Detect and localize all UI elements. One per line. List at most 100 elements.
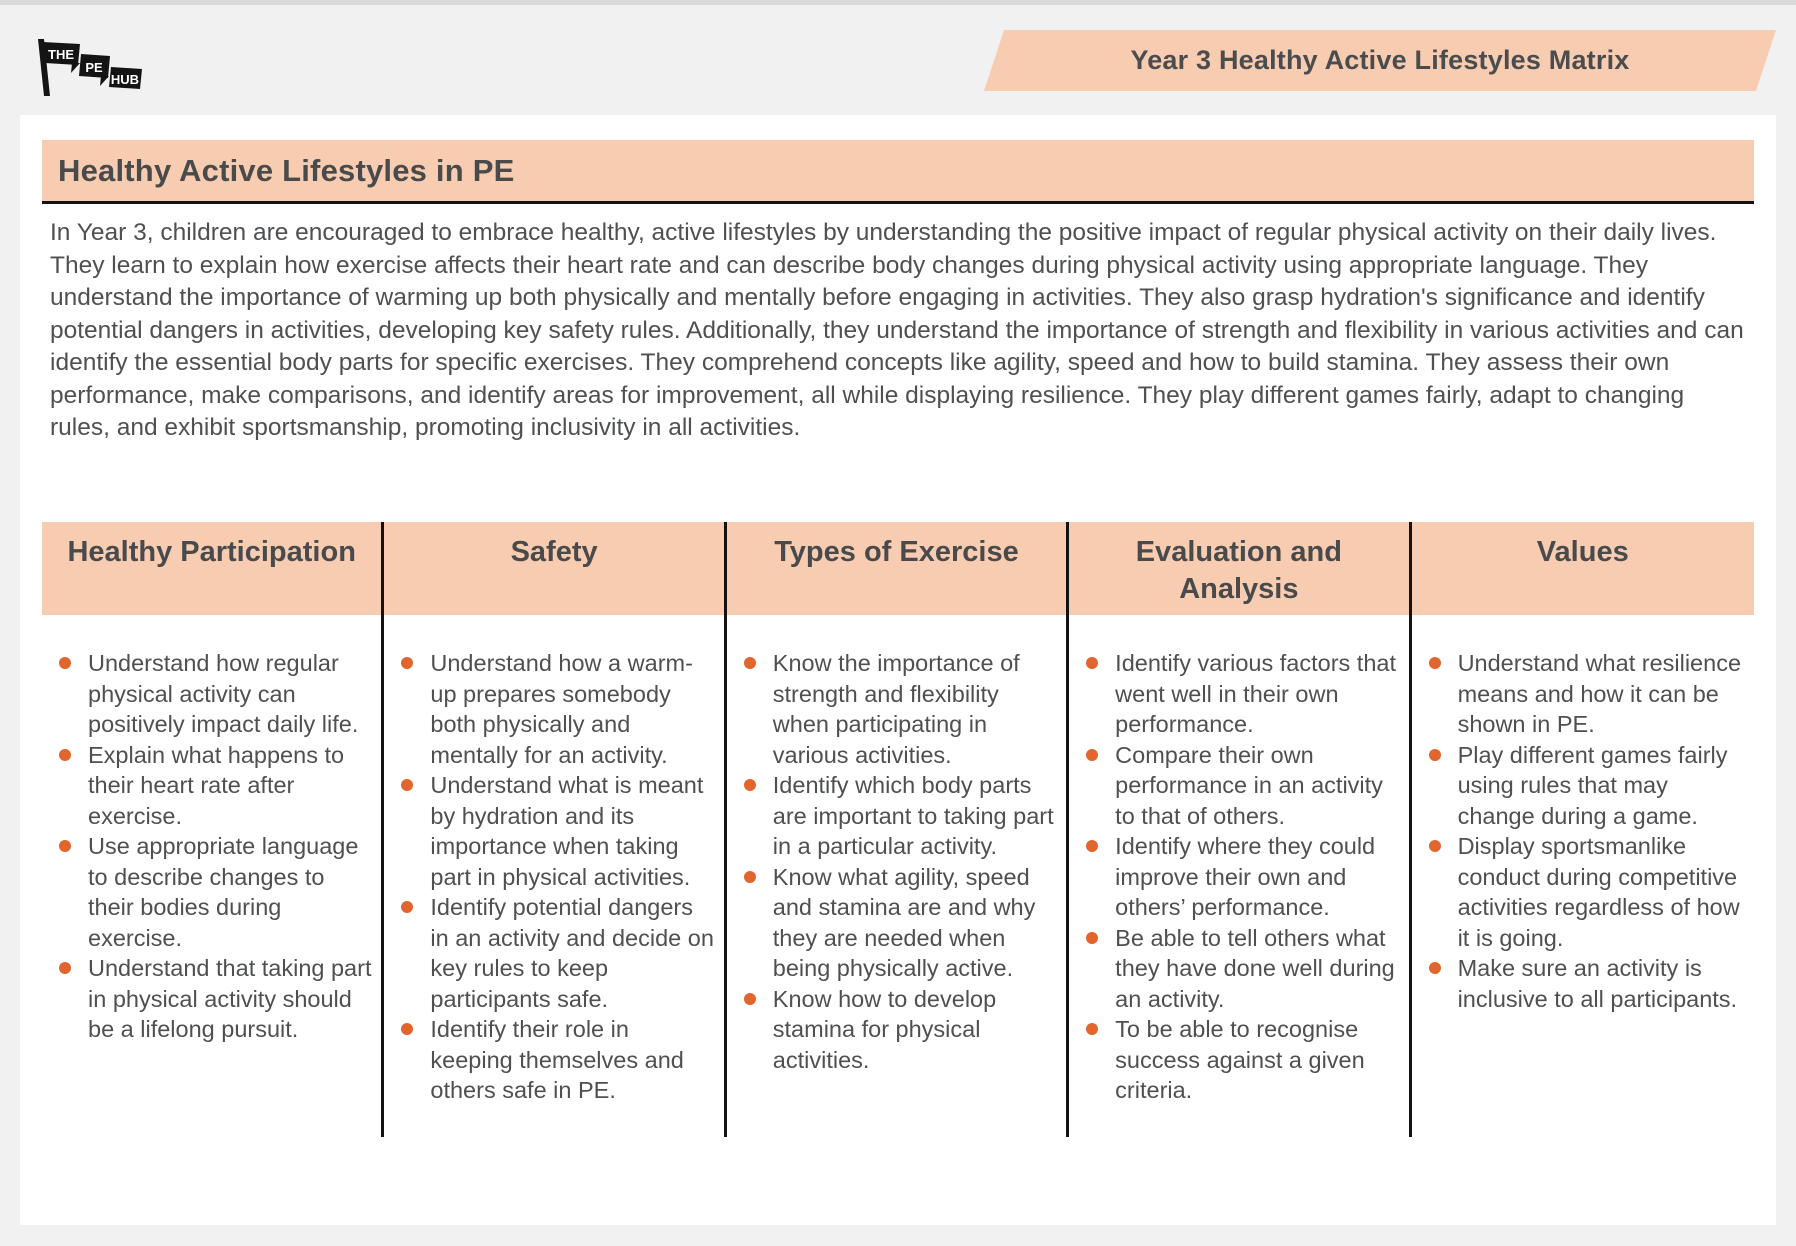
bullet-icon	[401, 1023, 414, 1035]
matrix-column-types-of-exercise: Types of Exercise Know the importance of…	[726, 522, 1070, 1137]
card-title-bar: Healthy Active Lifestyles in PE	[42, 140, 1754, 204]
bullet-icon	[743, 657, 756, 669]
list-item-text: Identify which body parts are important …	[772, 772, 1054, 859]
list-item-text: Understand how regular physical activity…	[88, 650, 359, 737]
list-item-text: Use appropriate language to describe cha…	[88, 833, 359, 951]
list-item: Identify their role in keeping themselve…	[396, 1014, 715, 1106]
list-item-text: Know how to develop stamina for physical…	[772, 985, 997, 1073]
logo-text-hub: HUB	[111, 72, 139, 87]
bullet-icon	[401, 901, 414, 913]
bullet-list: Understand what resilience means and how…	[1424, 648, 1746, 1014]
list-item: Understand how a warm-up prepares somebo…	[396, 648, 715, 770]
list-item: Make sure an activity is inclusive to al…	[1424, 953, 1746, 1014]
bullet-icon	[1428, 962, 1441, 974]
matrix-column-safety: Safety Understand how a warm-up prepares…	[384, 522, 727, 1137]
logo-flag-the	[43, 42, 80, 65]
list-item-text: Understand what is meant by hydration an…	[430, 772, 704, 890]
list-item: Know how to develop stamina for physical…	[739, 984, 1058, 1076]
logo-flagpole	[38, 39, 50, 96]
matrix-column-body: Identify various factors that went well …	[1069, 615, 1408, 1106]
intro-paragraph: In Year 3, children are encouraged to em…	[50, 219, 1744, 441]
list-item: Understand what resilience means and how…	[1424, 648, 1746, 740]
matrix-column-header: Values	[1411, 522, 1754, 615]
list-item-text: Understand how a warm-up prepares somebo…	[430, 650, 693, 768]
bullet-icon	[59, 748, 71, 761]
column-header-label: Safety	[510, 536, 598, 568]
list-item: To be able to recognise success against …	[1081, 1014, 1400, 1106]
matrix-column-header: Evaluation and Analysis	[1069, 522, 1409, 615]
list-item: Be able to tell others what they have do…	[1081, 923, 1400, 1015]
list-item: Identify various factors that went well …	[1081, 648, 1400, 740]
list-item: Play different games fairly using rules …	[1424, 740, 1746, 832]
list-item: Display sportsmanlike conduct during com…	[1424, 831, 1746, 953]
matrix-column-header: Healthy Participation	[42, 522, 382, 615]
column-header-label: Types of Exercise	[774, 536, 1019, 568]
list-item: Understand what is meant by hydration an…	[396, 770, 715, 892]
list-item: Know the importance of strength and flex…	[739, 648, 1058, 770]
list-item-text: Understand what resilience means and how…	[1457, 650, 1742, 737]
logo-text-pe: PE	[85, 60, 103, 75]
list-item-text: Know the importance of strength and flex…	[772, 650, 1020, 768]
list-item-text: Be able to tell others what they have do…	[1115, 924, 1395, 1012]
matrix-column-body: Understand how a warm-up prepares somebo…	[384, 615, 723, 1106]
bullet-icon	[743, 779, 756, 791]
list-item-text: Explain what happens to their heart rate…	[88, 741, 345, 829]
column-header-label: Evaluation and Analysis	[1135, 536, 1342, 605]
matrix-column-body: Understand what resilience means and how…	[1412, 615, 1754, 1014]
list-item: Identify potential dangers in an activit…	[396, 892, 715, 1014]
list-item-text: Play different games fairly using rules …	[1457, 741, 1728, 829]
matrix-column-header: Safety	[384, 522, 724, 615]
logo-flag-pe	[79, 54, 110, 78]
banner-title: Year 3 Healthy Active Lifestyles Matrix	[1130, 45, 1630, 75]
list-item-text: To be able to recognise success against …	[1115, 1016, 1365, 1103]
list-item-text: Identify their role in keeping themselve…	[430, 1016, 684, 1103]
list-item-text: Display sportsmanlike conduct during com…	[1457, 833, 1740, 951]
document-banner: Year 3 Healthy Active Lifestyles Matrix	[984, 30, 1776, 91]
bullet-list: Know the importance of strength and flex…	[739, 648, 1058, 1075]
list-item: Understand that taking part in physical …	[54, 953, 373, 1045]
bullet-icon	[1428, 840, 1441, 852]
bullet-icon	[1428, 748, 1441, 761]
list-item: Identify which body parts are important …	[739, 770, 1058, 862]
matrix-column-body: Know the importance of strength and flex…	[727, 615, 1066, 1075]
bullet-icon	[1086, 1023, 1099, 1035]
bullet-icon	[59, 657, 71, 669]
column-header-label: Values	[1536, 536, 1629, 568]
bullet-icon	[1086, 840, 1099, 852]
list-item: Compare their own performance in an acti…	[1081, 740, 1400, 832]
column-header-label: Healthy Participation	[67, 536, 356, 568]
bullet-list: Identify various factors that went well …	[1081, 648, 1400, 1106]
bullet-icon	[743, 992, 756, 1005]
matrix-column-evaluation-and-analysis: Evaluation and Analysis Identify various…	[1069, 522, 1412, 1137]
bullet-icon	[401, 657, 414, 669]
top-edge-strip	[0, 0, 1796, 5]
bullet-icon	[401, 779, 414, 791]
bullet-icon	[1086, 931, 1099, 944]
document-card: Healthy Active Lifestyles in PE In Year …	[20, 115, 1776, 1225]
bullet-icon	[1086, 748, 1099, 761]
bullet-list: Understand how a warm-up prepares somebo…	[396, 648, 715, 1106]
bullet-icon	[1086, 657, 1099, 669]
page-title: Healthy Active Lifestyles in PE	[58, 152, 515, 188]
matrix-table: Healthy Participation Understand how reg…	[42, 522, 1754, 1137]
list-item: Understand how regular physical activity…	[54, 648, 373, 740]
matrix-column-values: Values Understand what resilience means …	[1411, 522, 1754, 1137]
matrix-column-healthy-participation: Healthy Participation Understand how reg…	[42, 522, 385, 1137]
logo-flag-hub	[109, 67, 142, 89]
list-item-text: Make sure an activity is inclusive to al…	[1457, 955, 1738, 1012]
list-item-text: Compare their own performance in an acti…	[1115, 741, 1383, 829]
logo-flag-the-tail	[71, 63, 80, 73]
list-item: Explain what happens to their heart rate…	[54, 740, 373, 832]
list-item-text: Understand that taking part in physical …	[88, 955, 372, 1042]
list-item-text: Identify various factors that went well …	[1115, 650, 1397, 737]
logo-text-the: THE	[48, 47, 74, 62]
list-item-text: Identify potential dangers in an activit…	[430, 894, 714, 1012]
list-item: Identify where they could improve their …	[1081, 831, 1400, 923]
pe-hub-logo-graphic: THE PE HUB	[38, 39, 142, 96]
matrix-column-body: Understand how regular physical activity…	[42, 615, 381, 1045]
bullet-icon	[59, 962, 71, 974]
list-item-text: Know what agility, speed and stamina are…	[772, 863, 1036, 982]
pe-hub-logo: THE PE HUB	[24, 34, 142, 100]
bullet-list: Understand how regular physical activity…	[54, 648, 373, 1045]
list-item-text: Identify where they could improve their …	[1115, 833, 1376, 920]
